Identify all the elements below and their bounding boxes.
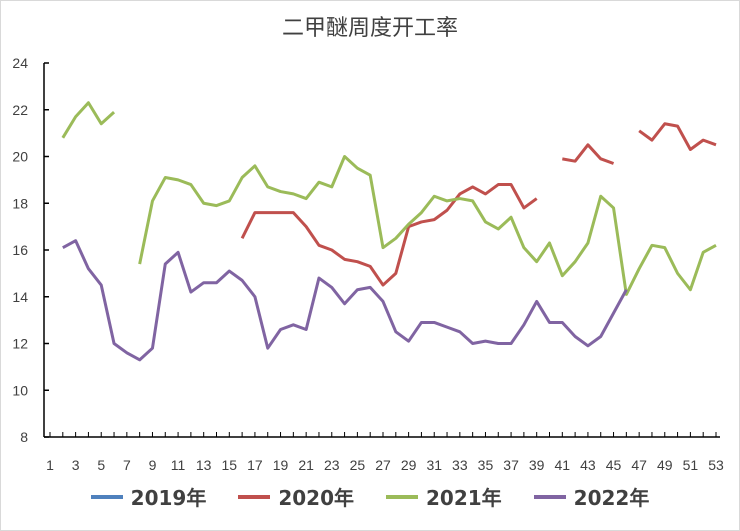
x-tick-label: 35 <box>478 457 494 473</box>
legend-swatch <box>90 494 123 499</box>
y-tick-label: 20 <box>12 149 28 165</box>
legend-swatch <box>238 494 271 499</box>
x-tick-label: 13 <box>196 457 212 473</box>
y-tick-label: 14 <box>12 289 28 305</box>
x-tick-label: 25 <box>350 457 366 473</box>
y-tick-label: 12 <box>12 336 28 352</box>
x-tick-label: 5 <box>97 457 105 473</box>
y-tick-label: 8 <box>20 429 28 445</box>
x-tick-label: 53 <box>708 457 724 473</box>
x-tick-label: 27 <box>375 457 391 473</box>
x-tick-label: 23 <box>324 457 340 473</box>
legend-item: 2022年 <box>533 482 650 511</box>
x-tick-label: 41 <box>555 457 571 473</box>
series-line-2020年 <box>638 122 717 151</box>
y-tick-label: 16 <box>12 242 28 258</box>
x-tick-label: 51 <box>683 457 699 473</box>
x-tick-label: 31 <box>426 457 442 473</box>
series-line-2020年 <box>562 143 615 165</box>
x-tick-label: 17 <box>247 457 263 473</box>
y-tick-label: 24 <box>12 55 28 71</box>
series-line-2021年 <box>138 155 717 296</box>
y-tick-label: 22 <box>12 102 28 118</box>
legend-label: 2019年 <box>130 486 207 510</box>
x-tick-label: 9 <box>149 457 157 473</box>
legend-label: 2021年 <box>426 486 502 510</box>
y-tick-label: 18 <box>12 195 28 211</box>
x-tick-label: 1 <box>46 457 54 473</box>
x-tick-label: 19 <box>273 457 289 473</box>
x-tick-label: 21 <box>298 457 314 473</box>
y-tick-label: 10 <box>12 382 28 398</box>
x-tick-label: 39 <box>529 457 545 473</box>
x-tick-label: 49 <box>657 457 673 473</box>
series-line-2021年 <box>61 101 116 139</box>
x-tick-label: 43 <box>580 457 596 473</box>
series-line-2022年 <box>62 239 628 362</box>
legend-swatch <box>533 494 566 499</box>
x-tick-label: 37 <box>503 457 519 473</box>
legend-item: 2020年 <box>238 482 354 511</box>
legend-item: 2019年 <box>90 482 207 511</box>
x-tick-label: 29 <box>401 457 417 473</box>
x-tick-label: 7 <box>123 457 131 473</box>
series-line-2020年 <box>240 183 538 287</box>
legend-swatch <box>386 494 418 499</box>
x-tick-label: 45 <box>606 457 622 473</box>
chart-title: 二甲醚周度开工率 <box>281 16 458 41</box>
x-tick-label: 15 <box>222 457 238 473</box>
x-tick-label: 47 <box>631 457 647 473</box>
legend-label: 2020年 <box>278 486 354 510</box>
legend-item: 2021年 <box>386 482 502 511</box>
x-tick-label: 11 <box>171 457 186 473</box>
legend-label: 2022年 <box>573 486 650 510</box>
x-tick-label: 3 <box>72 457 80 473</box>
x-tick-label: 33 <box>452 457 468 473</box>
legend: 2019年 2020年 2021年 2022年 <box>0 482 740 511</box>
